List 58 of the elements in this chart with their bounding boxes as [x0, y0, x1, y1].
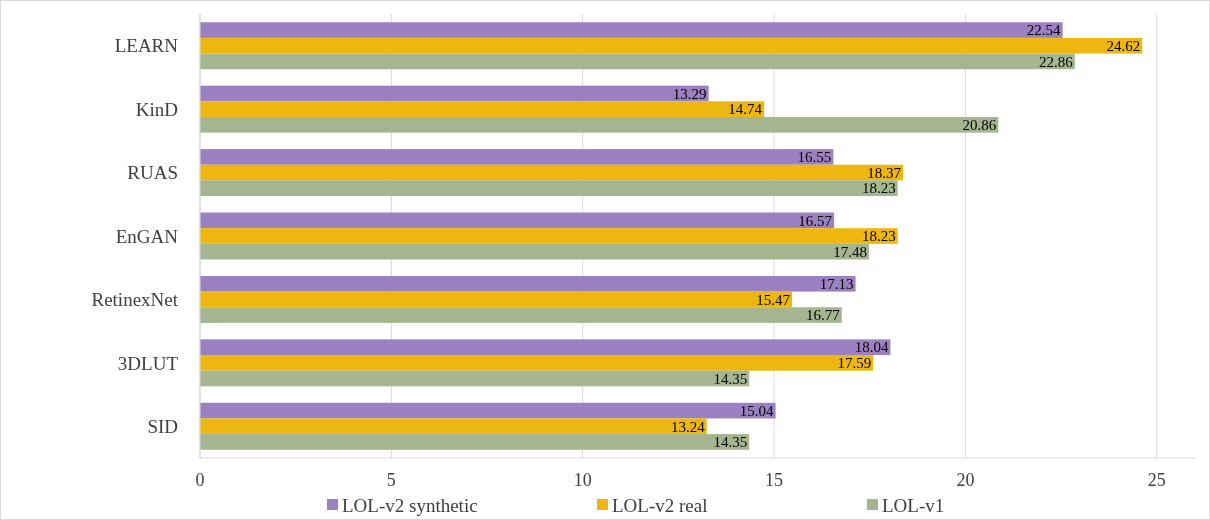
- bar: [200, 180, 898, 197]
- y-tick-label: KinD: [135, 98, 178, 120]
- bar: [200, 434, 750, 450]
- bar: [200, 101, 765, 117]
- data-label: 15.47: [756, 291, 791, 308]
- data-label: 24.62: [1106, 37, 1141, 54]
- legend-label: LOL-v1: [882, 494, 945, 516]
- data-label: 13.29: [672, 85, 707, 102]
- data-label: 16.57: [798, 212, 833, 229]
- bar: [200, 22, 1063, 38]
- bar: [200, 307, 842, 323]
- bar: [200, 212, 835, 229]
- bar: [200, 370, 750, 387]
- data-label: 18.23: [861, 180, 896, 197]
- bar: [200, 37, 1143, 54]
- x-tick-label: 25: [1147, 470, 1166, 491]
- bar: [200, 53, 1075, 70]
- bar: [200, 116, 999, 133]
- bar: [200, 228, 898, 244]
- x-tick-label: 20: [956, 470, 975, 491]
- x-tick-label: 0: [195, 470, 205, 491]
- bar: [200, 402, 776, 419]
- data-label: 14.35: [713, 370, 748, 387]
- data-label: 22.86: [1039, 53, 1074, 70]
- bar: [200, 243, 869, 260]
- data-label: 17.48: [833, 243, 867, 260]
- data-label: 15.04: [739, 402, 775, 419]
- bar: [200, 291, 793, 308]
- bar: [200, 164, 904, 181]
- y-tick-label: LEARN: [114, 35, 179, 57]
- y-tick-label: RUAS: [127, 162, 178, 184]
- legend-label: LOL-v2 real: [612, 494, 708, 516]
- data-label: 18.23: [861, 228, 896, 245]
- data-label: 20.86: [962, 117, 997, 134]
- bar: [200, 85, 709, 102]
- y-tick-label: SID: [147, 415, 178, 437]
- x-tick-label: 5: [386, 470, 396, 491]
- bar: [200, 149, 834, 165]
- bar: [200, 355, 874, 371]
- data-label: 22.54: [1026, 22, 1062, 39]
- data-label: 17.13: [819, 276, 854, 293]
- x-tick-label: 15: [765, 470, 784, 491]
- bar: [200, 418, 707, 435]
- y-tick-label: 3DLUT: [117, 352, 179, 374]
- data-label: 18.37: [867, 164, 902, 181]
- data-label: 14.74: [728, 101, 763, 118]
- legend-label: LOL-v2 synthetic: [342, 494, 478, 516]
- x-tick-label: 10: [573, 470, 592, 491]
- data-label: 13.24: [670, 418, 706, 435]
- data-label: 14.35: [713, 434, 748, 451]
- data-label: 18.04: [854, 339, 889, 356]
- data-label: 17.59: [837, 355, 872, 372]
- data-label: 16.77: [806, 307, 841, 324]
- data-label: 16.55: [797, 149, 832, 166]
- bar: [200, 275, 856, 292]
- bar: [200, 339, 891, 356]
- y-tick-label: RetinexNet: [91, 289, 179, 311]
- y-tick-label: EnGAN: [115, 225, 179, 247]
